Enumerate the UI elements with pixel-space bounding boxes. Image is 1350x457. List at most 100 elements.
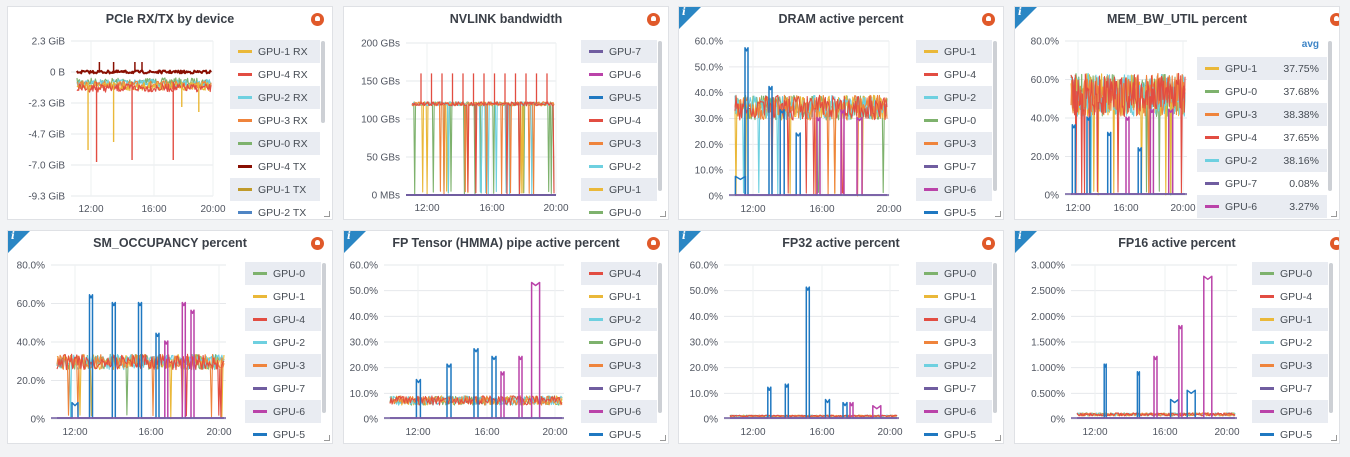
legend-scrollbar[interactable] xyxy=(658,263,662,413)
info-icon[interactable]: i xyxy=(11,231,15,242)
legend-item[interactable]: GPU-3 xyxy=(916,132,992,155)
legend-item[interactable]: GPU-7 xyxy=(1252,377,1328,400)
legend-item[interactable]: GPU-3 38.38% xyxy=(1197,103,1327,126)
legend-item[interactable]: GPU-3 xyxy=(1252,354,1328,377)
legend-item[interactable]: GPU-7 xyxy=(581,377,657,400)
resize-handle[interactable] xyxy=(324,435,330,441)
legend-item[interactable]: GPU-3 xyxy=(245,354,321,377)
legend-scrollbar[interactable] xyxy=(1328,41,1332,191)
legend-item[interactable]: GPU-3 xyxy=(581,132,657,155)
legend-scrollbar[interactable] xyxy=(993,41,997,191)
legend-item[interactable]: GPU-2 xyxy=(581,155,657,178)
legend-item[interactable]: GPU-7 0.08% xyxy=(1197,172,1327,195)
legend-item[interactable]: GPU-7 xyxy=(916,155,992,178)
legend-item[interactable]: GPU-1 xyxy=(581,178,657,201)
legend-item[interactable]: GPU-6 xyxy=(916,178,992,201)
legend-item[interactable]: GPU-1 TX xyxy=(230,178,320,201)
legend-item[interactable]: GPU-6 xyxy=(245,400,321,423)
legend-item[interactable]: GPU-0 37.68% xyxy=(1197,80,1327,103)
alert-bell-icon[interactable] xyxy=(1330,13,1339,26)
legend-item[interactable]: GPU-1 xyxy=(1252,308,1328,331)
legend-item[interactable]: GPU-0 xyxy=(581,201,657,219)
legend-item[interactable]: GPU-7 xyxy=(581,40,657,63)
legend-item[interactable]: GPU-5 xyxy=(581,86,657,109)
legend-item[interactable]: GPU-5 xyxy=(916,423,992,443)
info-corner[interactable] xyxy=(344,231,366,253)
legend-item[interactable]: GPU-0 RX xyxy=(230,132,320,155)
legend-item[interactable]: GPU-3 xyxy=(581,354,657,377)
legend-item[interactable]: GPU-4 xyxy=(1252,285,1328,308)
legend-item[interactable]: GPU-6 xyxy=(916,400,992,423)
info-corner[interactable] xyxy=(1015,7,1037,29)
legend-item[interactable]: GPU-4 xyxy=(581,262,657,285)
legend-item[interactable]: GPU-0 xyxy=(581,331,657,354)
legend-item[interactable]: GPU-4 37.65% xyxy=(1197,126,1327,149)
legend-item[interactable]: GPU-0 xyxy=(245,262,321,285)
legend-item[interactable]: GPU-1 xyxy=(916,285,992,308)
panel-title[interactable]: PCIe RX/TX by device xyxy=(105,12,235,26)
panel-title[interactable]: NVLINK bandwidth xyxy=(449,12,563,26)
alert-bell-icon[interactable] xyxy=(647,237,660,250)
resize-handle[interactable] xyxy=(995,211,1001,217)
legend-item[interactable]: GPU-2 38.16% xyxy=(1197,149,1327,172)
alert-bell-icon[interactable] xyxy=(311,237,324,250)
legend-item[interactable]: GPU-6 xyxy=(1252,400,1328,423)
legend-item[interactable]: GPU-1 xyxy=(581,285,657,308)
legend-item[interactable]: GPU-5 xyxy=(916,201,992,219)
legend-item[interactable]: GPU-0 xyxy=(916,109,992,132)
info-corner[interactable] xyxy=(8,231,30,253)
alert-bell-icon[interactable] xyxy=(982,13,995,26)
alert-bell-icon[interactable] xyxy=(1330,237,1339,250)
legend-item[interactable]: GPU-4 xyxy=(916,308,992,331)
resize-handle[interactable] xyxy=(995,435,1001,441)
resize-handle[interactable] xyxy=(660,211,666,217)
alert-bell-icon[interactable] xyxy=(311,13,324,26)
panel-title[interactable]: FP Tensor (HMMA) pipe active percent xyxy=(392,236,620,250)
legend-scrollbar[interactable] xyxy=(658,41,662,191)
legend-item[interactable]: GPU-2 xyxy=(581,308,657,331)
panel-title[interactable]: FP32 active percent xyxy=(782,236,900,250)
legend-item[interactable]: GPU-2 TX xyxy=(230,201,320,219)
legend-item[interactable]: GPU-1 RX xyxy=(230,40,320,63)
legend-item[interactable]: GPU-7 xyxy=(245,377,321,400)
legend-item[interactable]: GPU-1 xyxy=(916,40,992,63)
info-icon[interactable]: i xyxy=(1018,7,1022,18)
legend-item[interactable]: GPU-0 xyxy=(1252,262,1328,285)
legend-item[interactable]: GPU-6 xyxy=(581,400,657,423)
legend-item[interactable]: GPU-3 RX xyxy=(230,109,320,132)
info-corner[interactable] xyxy=(1015,231,1037,253)
panel-title[interactable]: MEM_BW_UTIL percent xyxy=(1106,12,1248,26)
resize-handle[interactable] xyxy=(1331,211,1337,217)
legend-item[interactable]: GPU-2 xyxy=(916,86,992,109)
alert-bell-icon[interactable] xyxy=(647,13,660,26)
legend-item[interactable]: GPU-0 xyxy=(916,262,992,285)
info-icon[interactable]: i xyxy=(682,7,686,18)
legend-scrollbar[interactable] xyxy=(993,263,997,413)
legend-scrollbar[interactable] xyxy=(1329,263,1333,413)
legend-item[interactable]: GPU-4 xyxy=(581,109,657,132)
resize-handle[interactable] xyxy=(660,435,666,441)
info-corner[interactable] xyxy=(679,7,701,29)
legend-item[interactable]: GPU-2 xyxy=(916,354,992,377)
legend-item[interactable]: GPU-5 xyxy=(245,423,321,443)
alert-bell-icon[interactable] xyxy=(982,237,995,250)
resize-handle[interactable] xyxy=(324,211,330,217)
legend-scrollbar[interactable] xyxy=(322,263,326,413)
info-icon[interactable]: i xyxy=(1018,231,1022,242)
legend-item[interactable]: GPU-4 xyxy=(245,308,321,331)
info-icon[interactable]: i xyxy=(347,231,351,242)
legend-item[interactable]: GPU-6 xyxy=(581,63,657,86)
legend-item[interactable]: GPU-2 RX xyxy=(230,86,320,109)
legend-item[interactable]: GPU-1 37.75% xyxy=(1197,57,1327,80)
legend-item[interactable]: GPU-3 xyxy=(916,331,992,354)
panel-title[interactable]: SM_OCCUPANCY percent xyxy=(93,236,247,250)
legend-item[interactable]: GPU-4 TX xyxy=(230,155,320,178)
legend-item[interactable]: GPU-4 RX xyxy=(230,63,320,86)
legend-item[interactable]: GPU-7 xyxy=(916,377,992,400)
panel-title[interactable]: DRAM active percent xyxy=(778,12,904,26)
legend-item[interactable]: GPU-5 xyxy=(581,423,657,443)
legend-column-header[interactable]: avg xyxy=(1301,39,1319,50)
legend-item[interactable]: GPU-2 xyxy=(1252,331,1328,354)
legend-item[interactable]: GPU-4 xyxy=(916,63,992,86)
legend-item[interactable]: GPU-1 xyxy=(245,285,321,308)
